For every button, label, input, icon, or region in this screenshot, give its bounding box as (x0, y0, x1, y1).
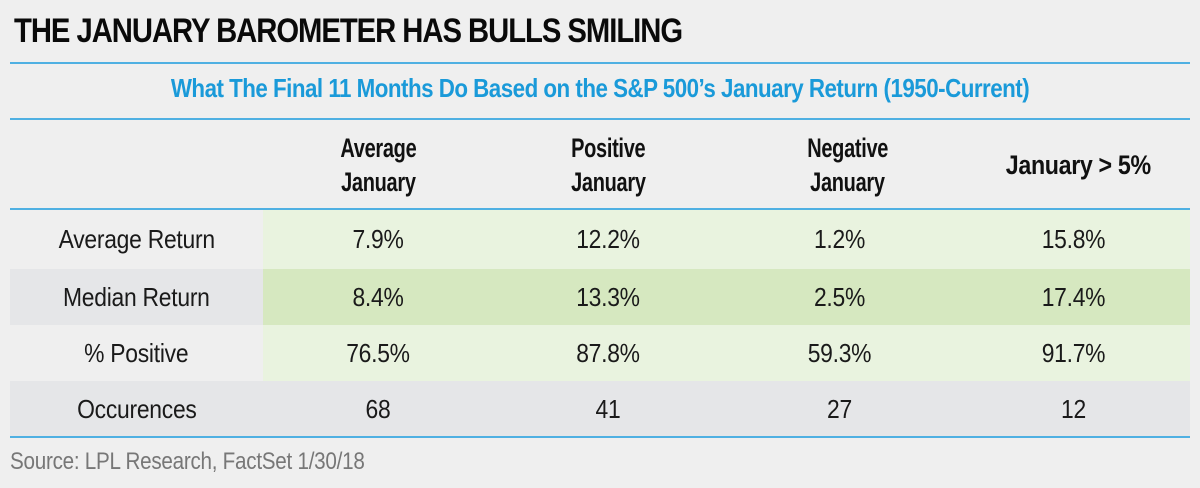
column-header-line2: January (570, 167, 646, 197)
table-cell: 1.2% (814, 224, 866, 254)
column-header-line1: Positive (570, 133, 646, 163)
column-header-line2: January (810, 167, 886, 197)
table-row-median-return: Median Return 8.4% 13.3% 2.5% 17.4% (10, 269, 1190, 325)
table-cell: 41 (595, 393, 621, 424)
row-band: 27 12 (723, 381, 1190, 437)
table-cell: 2.5% (814, 281, 866, 312)
table-cell: 87.8% (576, 337, 640, 368)
table-cell: 27 (827, 393, 853, 424)
row-label: Average Return (10, 210, 263, 269)
row-green-band: 8.4% 13.3% (263, 269, 723, 325)
rule-subtitle (10, 118, 1190, 120)
row-green-band: 76.5% 87.8% (263, 325, 723, 381)
row-green-band: 59.3% 91.7% (723, 325, 1190, 381)
column-header-negative-january: Negative January (733, 123, 963, 207)
table-cell: 12.2% (576, 224, 640, 254)
table-cell: 12 (1060, 393, 1086, 424)
row-band: 68 41 (263, 381, 723, 437)
source-note: Source: LPL Research, FactSet 1/30/18 (10, 448, 365, 475)
table-cell: 15.8% (1041, 224, 1106, 254)
table-row-occurences: Occurences 68 41 27 12 (10, 381, 1190, 437)
table-cell: 59.3% (807, 337, 872, 368)
column-header-line1: January > 5% (1005, 150, 1151, 180)
column-header-january-gt-5: January > 5% (963, 123, 1193, 207)
column-header-average-january: Average January (263, 123, 493, 207)
rule-header (10, 208, 1190, 210)
rule-top (10, 62, 1190, 64)
row-green-band: 7.9% 12.2% (263, 210, 723, 269)
column-header-line2: January (340, 167, 416, 197)
table-subtitle: What The Final 11 Months Do Based on the… (170, 73, 1030, 103)
column-header-line1: Negative (807, 133, 889, 163)
table-cell: 68 (365, 393, 391, 424)
table-cell: 7.9% (352, 224, 404, 254)
row-label: % Positive (10, 325, 263, 381)
column-header-positive-january: Positive January (493, 123, 723, 207)
row-label: Occurences (76, 393, 197, 424)
rule-bottom (10, 436, 1190, 438)
table-row-average-return: Average Return 7.9% 12.2% 1.2% 15.8% (10, 210, 1190, 269)
row-green-band: 2.5% 17.4% (723, 269, 1190, 325)
table-cell: 17.4% (1041, 281, 1106, 312)
table-cell: 13.3% (576, 281, 640, 312)
row-label: Median Return (10, 269, 263, 325)
page-title: THE JANUARY BAROMETER HAS BULLS SMILING (14, 12, 683, 50)
table-row-percent-positive: % Positive 76.5% 87.8% 59.3% 91.7% (10, 325, 1190, 381)
table-cell: 91.7% (1041, 337, 1106, 368)
column-header-line1: Average (339, 133, 416, 163)
table-cell: 76.5% (346, 337, 410, 368)
row-green-band: 1.2% 15.8% (723, 210, 1190, 269)
table-cell: 8.4% (352, 281, 404, 312)
